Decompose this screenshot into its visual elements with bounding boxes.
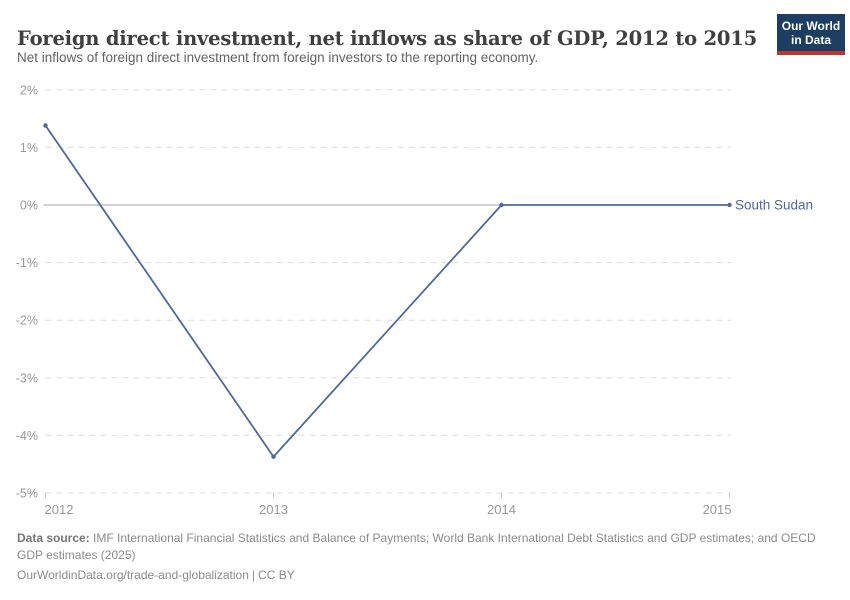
data-point[interactable] xyxy=(727,202,732,208)
citation-separator: | xyxy=(251,568,256,582)
owid-logo-text: Our World in Data xyxy=(781,18,841,47)
citation-line: OurWorldinData.org/trade-and-globalizati… xyxy=(17,568,295,582)
data-point[interactable] xyxy=(43,123,48,128)
y-axis-label: 2% xyxy=(20,83,38,97)
x-axis-label: 2015 xyxy=(703,502,732,517)
data-point[interactable] xyxy=(271,454,276,459)
y-axis-label: -2% xyxy=(16,314,38,328)
y-axis-label: -3% xyxy=(16,371,38,385)
data-point[interactable] xyxy=(499,202,504,208)
y-axis-label: -1% xyxy=(16,256,38,270)
data-line[interactable] xyxy=(44,125,730,458)
x-axis-label: 2013 xyxy=(259,502,288,517)
chart-subtitle: Net inflows of foreign direct investment… xyxy=(17,50,539,65)
page-title: Foreign direct investment, net inflows a… xyxy=(17,27,757,51)
data-source-note: Data source: IMF International Financial… xyxy=(17,530,835,563)
y-axis-label: -5% xyxy=(16,487,38,501)
data-source-label: Data source: xyxy=(17,531,90,545)
x-axis-label: 2014 xyxy=(487,502,516,517)
series-label[interactable]: South Sudan xyxy=(735,198,813,213)
citation-license[interactable]: CC BY xyxy=(258,568,295,582)
x-axis-label: 2012 xyxy=(45,502,74,517)
owid-logo[interactable]: Our World in Data xyxy=(777,14,845,55)
y-axis-label: -4% xyxy=(16,429,38,443)
y-axis-label: 0% xyxy=(20,199,38,213)
citation-url[interactable]: OurWorldinData.org/trade-and-globalizati… xyxy=(17,568,249,582)
data-source-text: IMF International Financial Statistics a… xyxy=(17,531,816,562)
y-axis-label: 1% xyxy=(20,141,38,155)
